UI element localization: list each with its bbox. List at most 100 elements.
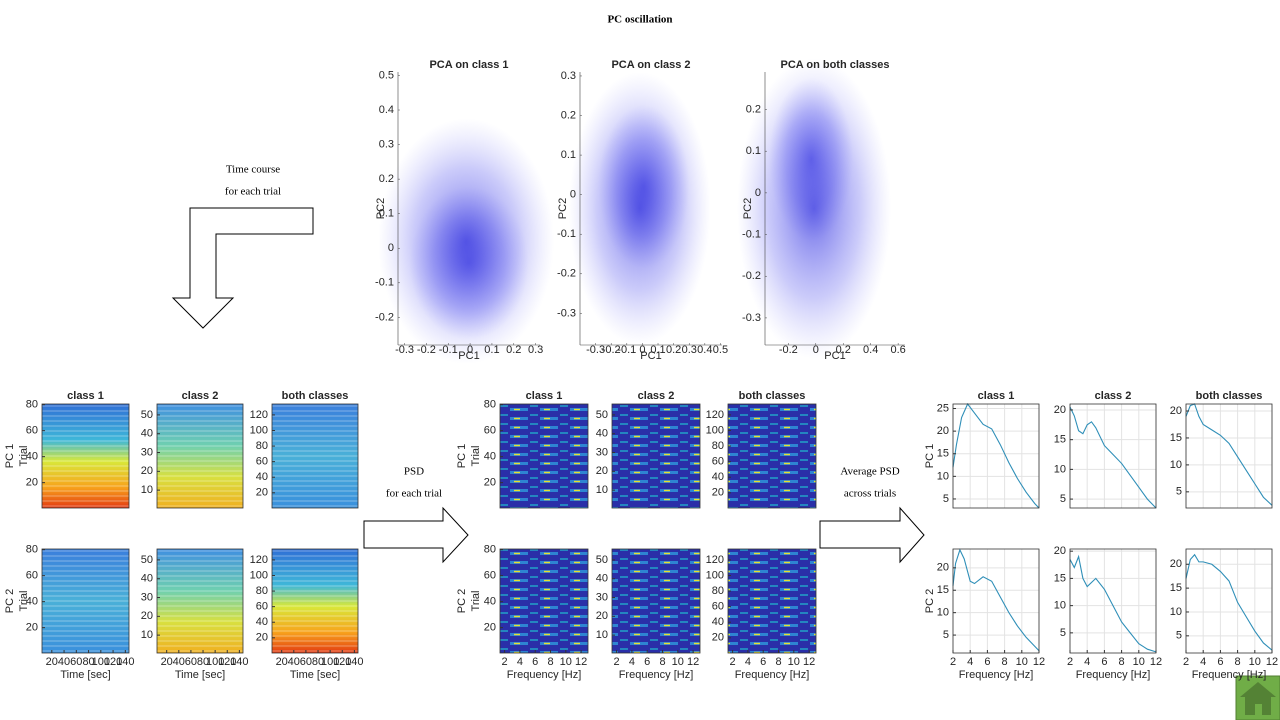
x-tick-label: -0.2 — [779, 344, 798, 356]
x-tick-label: 0 — [639, 344, 645, 356]
arrow-label: across trials — [844, 488, 896, 500]
x-axis-label: Frequency [Hz] — [735, 669, 810, 681]
y-tick-label: 50 — [141, 409, 153, 421]
heatmap-texture — [272, 549, 358, 653]
y-tick-label: -0.2 — [742, 270, 761, 282]
row-label: Trial — [470, 446, 482, 467]
y-tick-label: 15 — [1054, 572, 1066, 584]
arrow — [171, 207, 314, 329]
y-tick-label: 50 — [141, 554, 153, 566]
y-tick-label: 15 — [1170, 432, 1182, 444]
panel-title: both classes — [282, 390, 349, 402]
y-tick-label: -0.3 — [742, 312, 761, 324]
x-tick-label: 12 — [687, 656, 699, 668]
x-tick-label: 2 — [614, 656, 620, 668]
x-tick-label: 0 — [813, 344, 819, 356]
panel-title: class 2 — [1095, 390, 1132, 402]
y-tick-label: 15 — [1054, 434, 1066, 446]
y-axis-label: PC2 — [375, 198, 387, 219]
x-tick-label: 0.2 — [666, 344, 681, 356]
heatmap-texture — [42, 549, 129, 653]
y-tick-label: 10 — [1170, 459, 1182, 471]
x-tick-label: 100 — [206, 656, 224, 668]
panel-frame — [156, 548, 244, 654]
panel-title: both classes — [739, 390, 806, 402]
y-tick-label: -0.1 — [375, 277, 394, 289]
psd-line — [952, 548, 1040, 652]
y-tick-label: 20 — [26, 622, 38, 634]
x-tick-label: 12 — [575, 656, 587, 668]
y-tick-label: 80 — [484, 544, 496, 556]
x-tick-label: -0.2 — [602, 344, 621, 356]
y-tick-label: 40 — [596, 428, 608, 440]
y-tick-label: 0.1 — [746, 145, 761, 157]
y-tick-label: 40 — [26, 451, 38, 463]
y-tick-label: 60 — [484, 570, 496, 582]
y-tick-label: 20 — [256, 487, 268, 499]
x-tick-label: 120 — [104, 656, 122, 668]
x-tick-label: 6 — [644, 656, 650, 668]
x-axis-label: Frequency [Hz] — [959, 669, 1034, 681]
y-tick-label: 0.4 — [379, 104, 394, 116]
y-tick-label: 40 — [141, 428, 153, 440]
y-tick-label: 20 — [712, 487, 724, 499]
slide-title: PC oscillation — [607, 14, 672, 26]
panel-frame — [41, 403, 130, 509]
x-axis-label: PC1 — [824, 350, 845, 362]
arrow-label: for each trial — [225, 186, 281, 198]
panel-title: both classes — [1196, 390, 1263, 402]
x-tick-label: 20 — [161, 656, 173, 668]
y-tick-label: 10 — [1054, 600, 1066, 612]
x-tick-label: -0.3 — [395, 344, 414, 356]
x-axis-label: Frequency [Hz] — [1192, 669, 1267, 681]
panel-frame — [952, 548, 1040, 654]
row-label: PC 1 — [456, 444, 468, 468]
x-tick-label: 80 — [82, 656, 94, 668]
point-cloud — [737, 58, 891, 359]
y-tick-label: 5 — [1060, 627, 1066, 639]
y-tick-label: 60 — [26, 570, 38, 582]
x-tick-label: 0 — [467, 344, 473, 356]
point-cloud — [568, 72, 711, 345]
y-tick-label: 0.1 — [561, 149, 576, 161]
y-tick-label: 80 — [26, 399, 38, 411]
y-tick-label: 20 — [26, 477, 38, 489]
arrow — [819, 506, 925, 564]
x-axis-label: Time [sec] — [60, 669, 110, 681]
y-tick-label: 40 — [256, 471, 268, 483]
heatmap-texture — [500, 404, 588, 508]
panel-frame — [499, 548, 589, 654]
y-tick-label: 80 — [256, 440, 268, 452]
x-tick-label: 60 — [300, 656, 312, 668]
home-button[interactable] — [1235, 675, 1280, 720]
x-tick-label: 10 — [788, 656, 800, 668]
y-axis-label: PC2 — [557, 198, 569, 219]
y-tick-label: -0.2 — [375, 311, 394, 323]
x-axis-label: Frequency [Hz] — [1076, 669, 1151, 681]
x-tick-label: 4 — [1200, 656, 1206, 668]
y-tick-label: 0 — [388, 242, 394, 254]
x-tick-label: -0.2 — [417, 344, 436, 356]
y-tick-label: 10 — [596, 629, 608, 641]
heatmap-texture — [728, 549, 816, 653]
row-label: Trial — [470, 591, 482, 612]
psd-line — [1069, 554, 1157, 653]
y-tick-label: 5 — [1176, 630, 1182, 642]
y-tick-label: 0.3 — [379, 138, 394, 150]
heatmap-texture — [42, 404, 129, 508]
y-tick-label: 20 — [712, 632, 724, 644]
y-tick-label: 120 — [706, 554, 724, 566]
y-tick-label: 40 — [26, 596, 38, 608]
x-tick-label: 60 — [185, 656, 197, 668]
y-tick-label: 30 — [141, 591, 153, 603]
x-axis-label: Frequency [Hz] — [507, 669, 582, 681]
panel-frame — [1185, 548, 1273, 654]
arrow-label: for each trial — [386, 488, 442, 500]
x-tick-label: 2 — [502, 656, 508, 668]
panel-frame — [499, 403, 589, 509]
y-tick-label: 30 — [596, 446, 608, 458]
panel-frame — [1185, 403, 1273, 509]
heatmap-texture — [272, 404, 358, 508]
x-tick-label: 40 — [173, 656, 185, 668]
y-tick-label: 15 — [1170, 582, 1182, 594]
